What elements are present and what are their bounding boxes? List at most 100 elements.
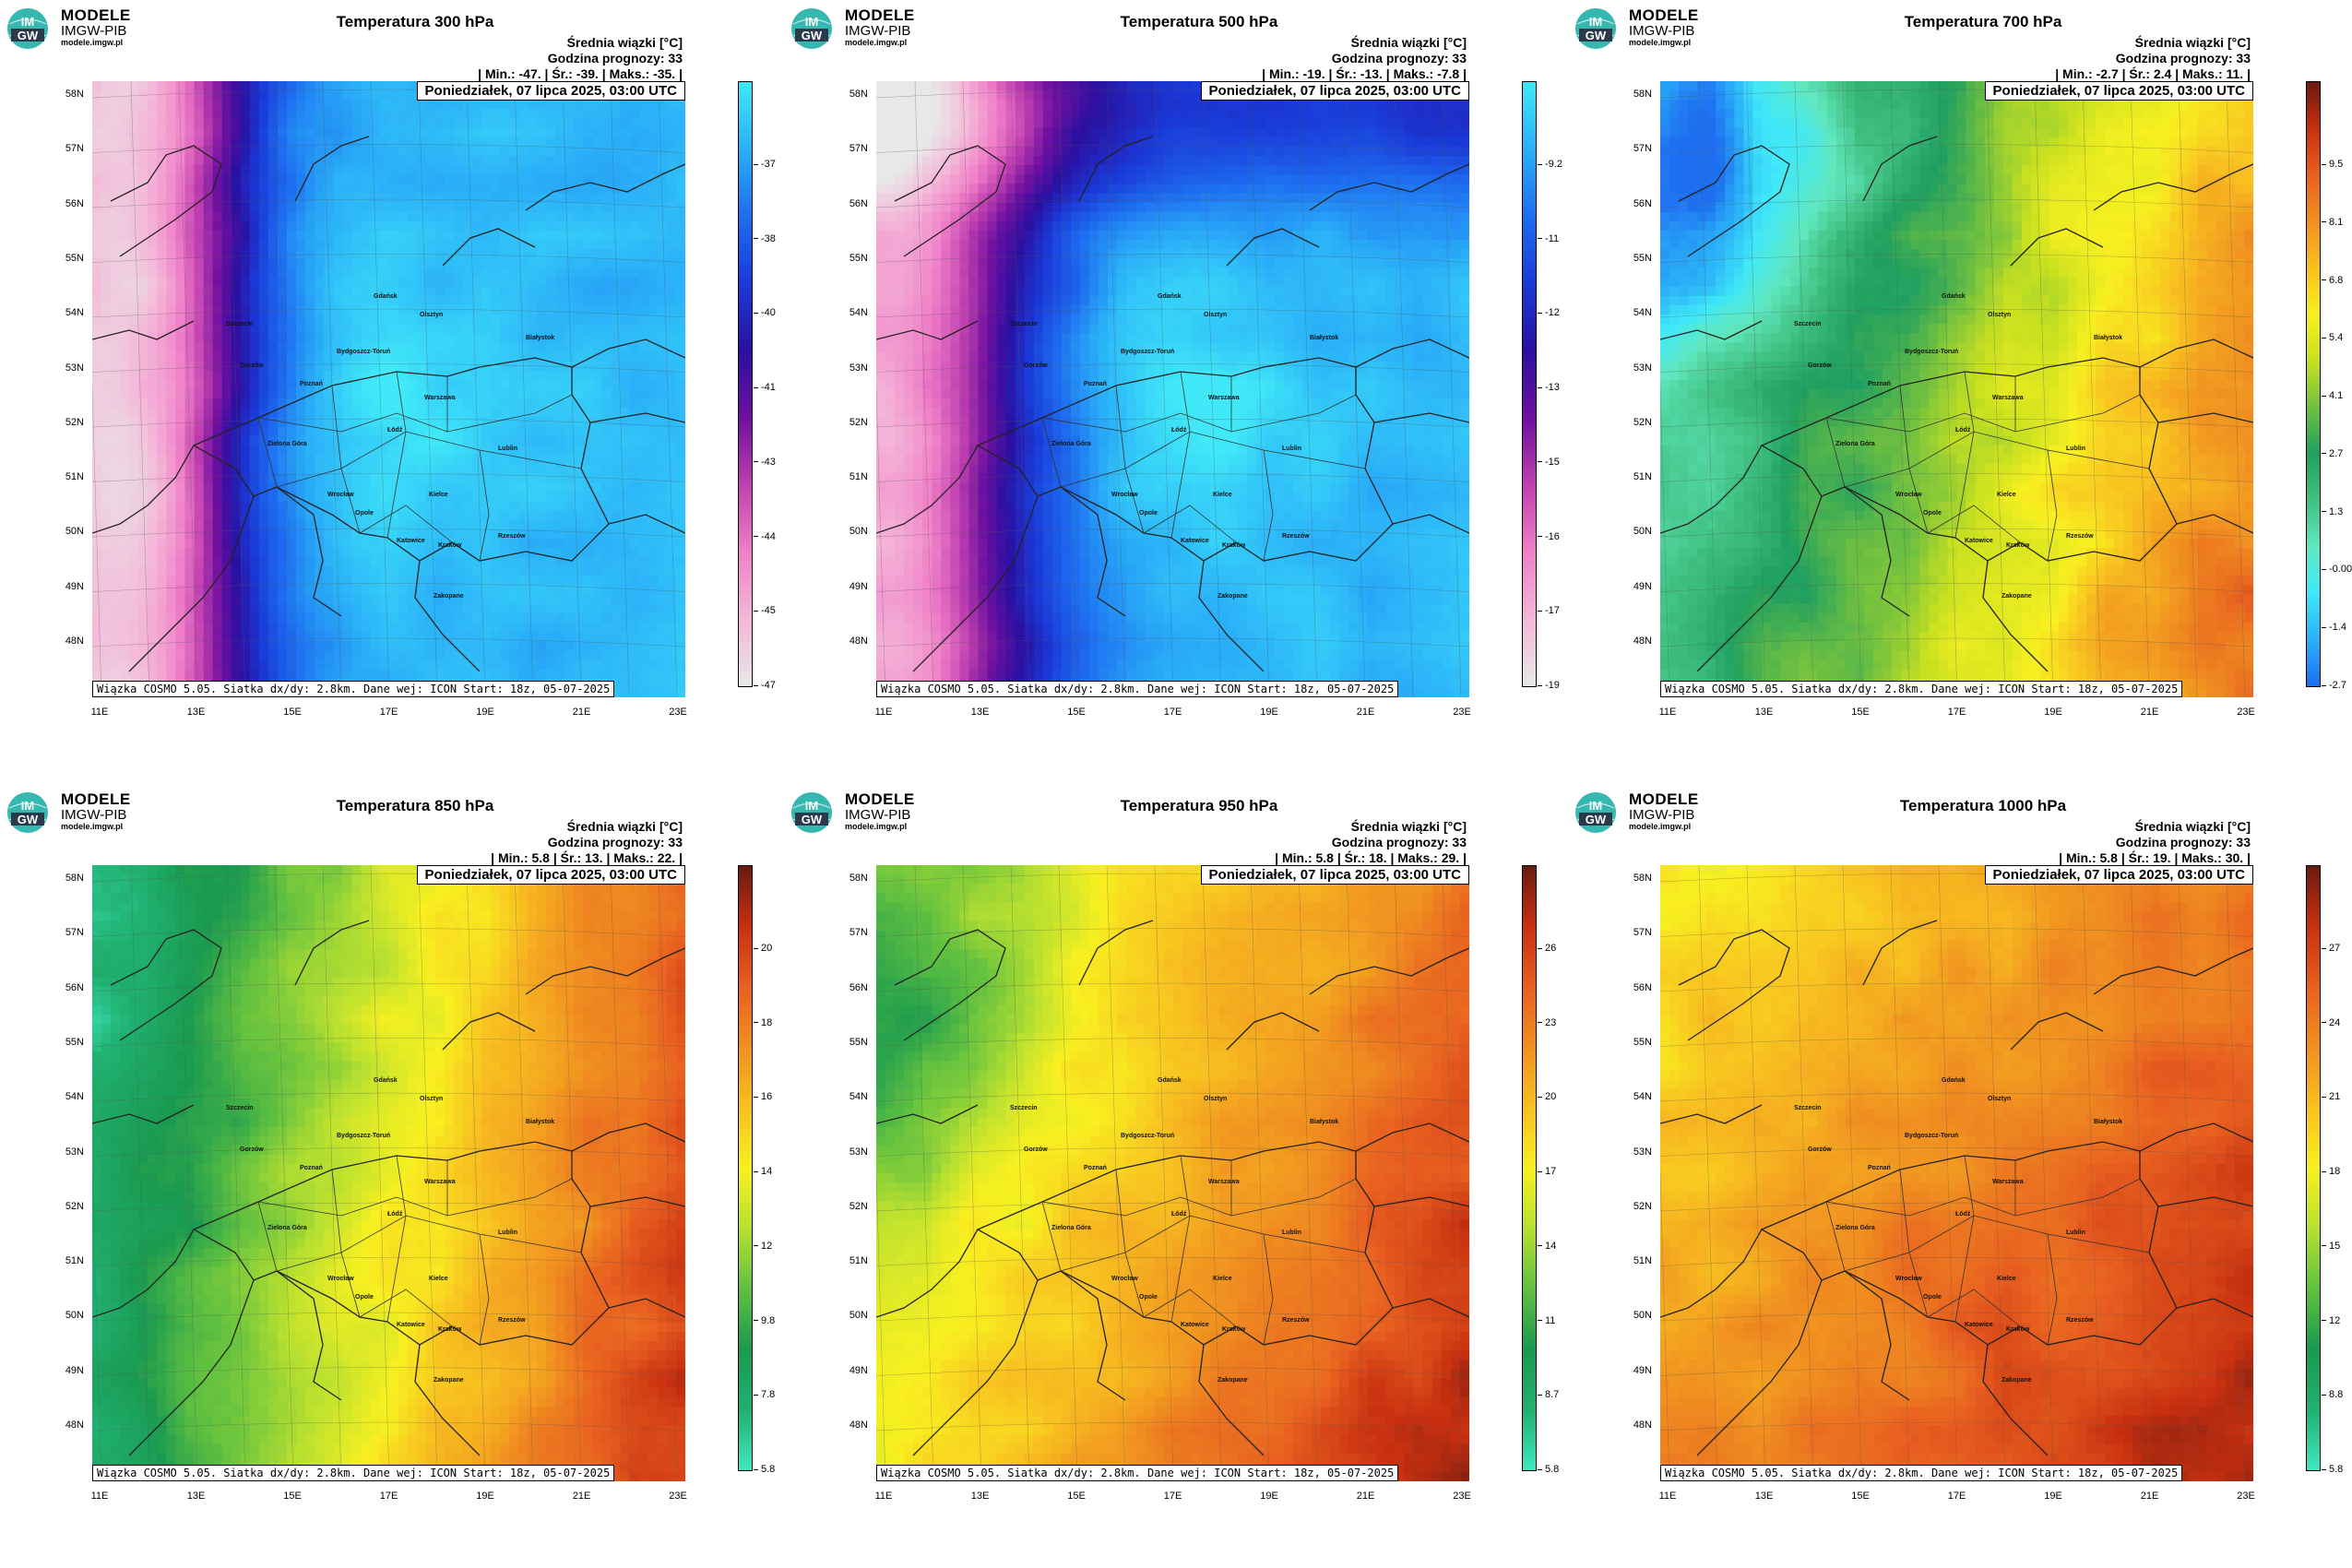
colorbar-tick-label: 14 [754, 1166, 772, 1177]
imgw-logo-icon: IM GW [7, 792, 48, 833]
lat-tick-label: 57N [65, 927, 84, 938]
colorbar-tick-label: 20 [754, 943, 772, 954]
city-label: Rzeszów [2066, 1317, 2094, 1324]
city-label: Wrocław [327, 1276, 354, 1282]
lat-tick-label: 57N [849, 143, 868, 154]
colorbar-tick-label: 9.5 [2322, 159, 2343, 170]
lon-tick-label: 19E [476, 707, 494, 718]
lat-tick-label: 55N [1633, 1037, 1652, 1048]
stats-block: Średnia wiązki [°C] Godzina prognozy: 33… [2059, 819, 2251, 866]
city-label: Opole [355, 1294, 374, 1301]
lat-tick-label: 57N [1633, 927, 1652, 938]
city-label: Zakopane [434, 1377, 464, 1384]
city-label: Łódź [1955, 427, 1970, 434]
panel-title: Temperatura 1000 hPa [1780, 797, 2186, 815]
lat-tick-label: 56N [1633, 982, 1652, 993]
lat-tick-label: 58N [849, 89, 868, 100]
city-label: Kraków [438, 1326, 461, 1333]
lat-tick-label: 53N [849, 362, 868, 374]
city-label: Gdańsk [1942, 1077, 1966, 1084]
colorbar-tick-label: 5.8 [1538, 1464, 1559, 1475]
lat-tick-label: 55N [849, 1037, 868, 1048]
lat-tick-label: 56N [65, 198, 84, 209]
model-info: Wiązka COSMO 5.05. Siatka dx/dy: 2.8km. … [1660, 1465, 2183, 1481]
forecast-panel-5: IM GW MODELE IMGW-PIB modele.imgw.pl Tem… [784, 784, 1568, 1568]
city-label: Opole [1139, 1294, 1158, 1301]
lat-tick-label: 51N [1633, 1255, 1652, 1266]
lat-tick-label: 53N [1633, 1146, 1652, 1158]
forecast-date: Poniedziałek, 07 lipca 2025, 03:00 UTC [1200, 81, 1469, 101]
model-info: Wiązka COSMO 5.05. Siatka dx/dy: 2.8km. … [92, 681, 615, 697]
brand-line2: IMGW-PIB [845, 24, 915, 39]
temperature-field [1660, 865, 2253, 1481]
lat-tick-label: 50N [1633, 1310, 1652, 1321]
stats-line2: Godzina prognozy: 33 [1275, 835, 1467, 850]
forecast-date: Poniedziałek, 07 lipca 2025, 03:00 UTC [416, 865, 685, 885]
brand-block: MODELE IMGW-PIB modele.imgw.pl [845, 791, 915, 831]
lat-tick-label: 49N [849, 581, 868, 592]
lat-tick-label: 52N [65, 1201, 84, 1212]
city-label: Kielce [429, 492, 448, 498]
lat-tick-label: 58N [1633, 873, 1652, 884]
city-label: Białystok [1310, 1119, 1338, 1125]
lat-tick-label: 56N [1633, 198, 1652, 209]
city-label: Warszawa [1208, 1179, 1240, 1185]
lat-tick-label: 54N [65, 1091, 84, 1102]
lon-tick-label: 23E [1453, 1491, 1471, 1502]
city-label: Warszawa [1208, 395, 1240, 401]
city-label: Zakopane [1218, 593, 1248, 600]
brand-line3: modele.imgw.pl [1629, 38, 1699, 47]
city-label: Poznań [1084, 381, 1107, 387]
brand-block: MODELE IMGW-PIB modele.imgw.pl [61, 7, 131, 47]
forecast-panel-1: IM GW MODELE IMGW-PIB modele.imgw.pl Tem… [0, 0, 784, 784]
city-label: Kraków [438, 542, 461, 549]
colorbar-tick-label: -19 [1538, 680, 1560, 691]
colorbar-tick-label: 12 [754, 1241, 772, 1252]
lat-tick-label: 48N [1633, 636, 1652, 647]
city-label: Rzeszów [2066, 533, 2094, 540]
stats-block: Średnia wiązki [°C] Godzina prognozy: 33… [491, 819, 683, 866]
city-label: Wrocław [1895, 1276, 1922, 1282]
forecast-date: Poniedziałek, 07 lipca 2025, 03:00 UTC [1200, 865, 1469, 885]
city-label: Kielce [1997, 1276, 2016, 1282]
lon-tick-label: 17E [1164, 1491, 1182, 1502]
lat-tick-label: 51N [65, 1255, 84, 1266]
city-label: Szczecin [1010, 321, 1038, 327]
brand-line1: MODELE [61, 7, 131, 24]
city-label: Białystok [526, 1119, 554, 1125]
model-info: Wiązka COSMO 5.05. Siatka dx/dy: 2.8km. … [876, 681, 1399, 697]
lon-tick-label: 23E [2237, 707, 2255, 718]
lat-tick-label: 57N [1633, 143, 1652, 154]
colorbar-tick-label: 8.1 [2322, 217, 2343, 228]
city-label: Katowice [1181, 1322, 1209, 1328]
stats-line1: Średnia wiązki [°C] [478, 35, 683, 51]
colorbar-tick-label: 27 [2322, 943, 2340, 954]
lat-tick-label: 54N [1633, 1091, 1652, 1102]
lon-tick-label: 21E [573, 1491, 591, 1502]
colorbar [2306, 81, 2321, 687]
colorbar-tick-label: 23 [1538, 1017, 1556, 1028]
imgw-logo-icon: IM GW [791, 8, 832, 49]
city-label: Białystok [2094, 335, 2122, 341]
brand-block: MODELE IMGW-PIB modele.imgw.pl [845, 7, 915, 47]
lat-tick-label: 53N [849, 1146, 868, 1158]
city-label: Katowice [1965, 1322, 1993, 1328]
city-label: Gorzów [1024, 1146, 1048, 1153]
city-label: Opole [1923, 510, 1942, 517]
colorbar-tick-label: -16 [1538, 531, 1560, 542]
lon-tick-label: 21E [573, 707, 591, 718]
lat-tick-label: 53N [65, 1146, 84, 1158]
lat-tick-label: 56N [65, 982, 84, 993]
city-label: Zielona Góra [267, 441, 307, 447]
city-label: Bydgoszcz-Toruń [337, 1133, 390, 1139]
city-label: Gorzów [1808, 1146, 1832, 1153]
city-label: Rzeszów [498, 1317, 526, 1324]
stats-block: Średnia wiązki [°C] Godzina prognozy: 33… [478, 35, 683, 82]
lat-tick-label: 50N [849, 1310, 868, 1321]
lon-tick-label: 19E [1260, 1491, 1278, 1502]
stats-line2: Godzina prognozy: 33 [1262, 51, 1467, 66]
lon-tick-label: 17E [1948, 707, 1966, 718]
city-label: Zielona Góra [1835, 441, 1875, 447]
stats-line1: Średnia wiązki [°C] [491, 819, 683, 835]
city-label: Zielona Góra [1051, 441, 1091, 447]
